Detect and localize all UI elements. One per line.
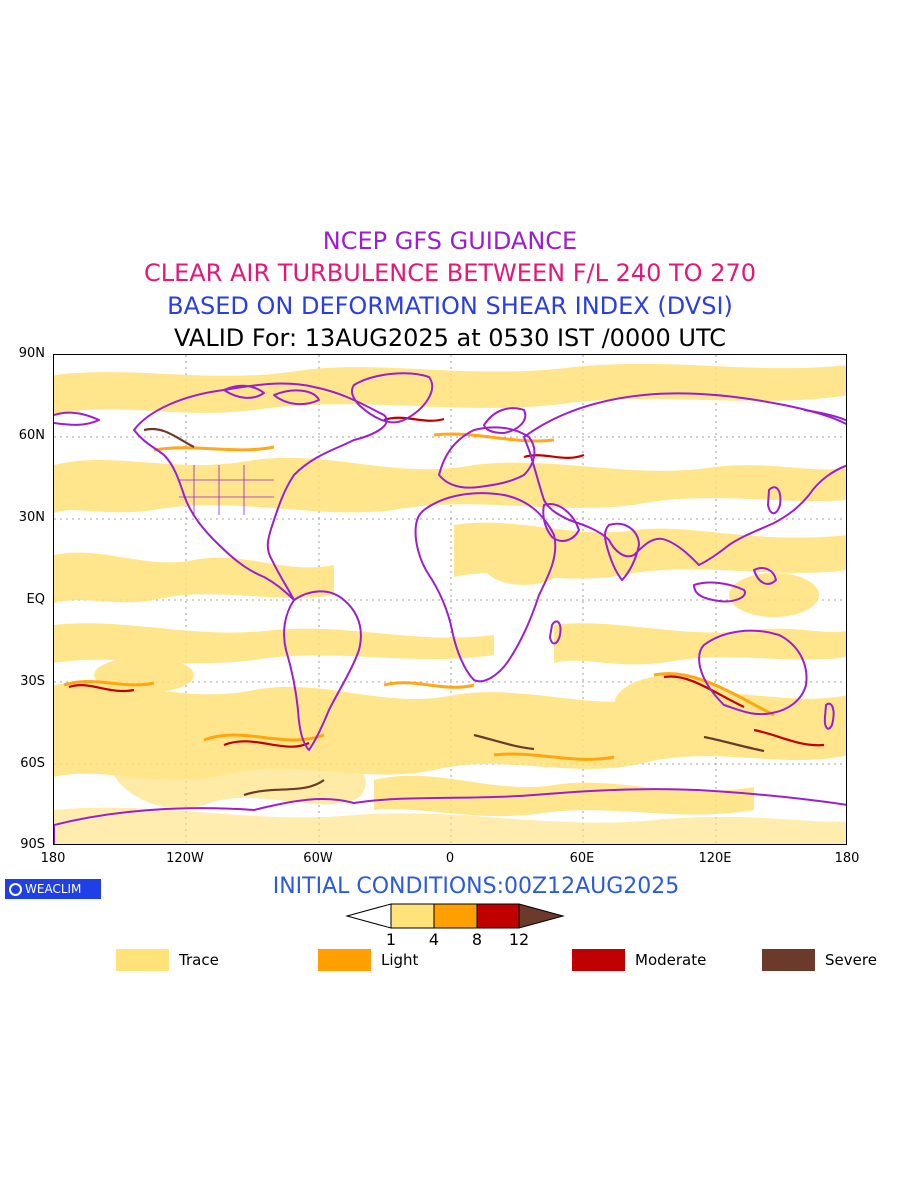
lon-label-180w: 180 <box>40 851 66 866</box>
coastlines <box>54 372 846 844</box>
lat-label-30s: 30S <box>20 674 45 689</box>
logo-text: WEACLIM <box>25 882 82 896</box>
colorbar-under-triangle <box>345 903 392 929</box>
legend-label-severe: Severe <box>825 951 877 969</box>
legend-label-moderate: Moderate <box>635 951 707 969</box>
legend-severe: Severe <box>762 949 877 971</box>
legend-swatch-trace <box>116 949 169 971</box>
light-turbulence-areas <box>63 432 775 761</box>
lon-label-60e: 60E <box>569 851 595 866</box>
lat-label-eq: EQ <box>26 592 45 607</box>
colorbar-tick-12: 12 <box>508 930 530 949</box>
legend-light: Light <box>318 949 418 971</box>
lat-label-90n: 90N <box>18 346 45 361</box>
colorbar-bin-3 <box>476 903 520 929</box>
map-canvas <box>54 355 846 844</box>
title-line-1: NCEP GFS GUIDANCE <box>322 227 578 255</box>
lat-label-30n: 30N <box>18 510 45 525</box>
turbulence-map <box>53 354 847 845</box>
lat-label-60n: 60N <box>18 428 45 443</box>
colorbar-tick-4: 4 <box>428 930 440 949</box>
moderate-turbulence-areas <box>68 416 825 748</box>
us-state-borders <box>179 465 274 515</box>
legend-moderate: Moderate <box>572 949 706 971</box>
lon-label-0: 0 <box>445 851 455 866</box>
legend-swatch-severe <box>762 949 815 971</box>
colorbar-over-triangle <box>518 903 565 929</box>
title-line-4: VALID For: 13AUG2025 at 0530 IST /0000 U… <box>174 324 726 352</box>
title-line-2: CLEAR AIR TURBULENCE BETWEEN F/L 240 TO … <box>143 259 757 287</box>
colorbar-tick-1: 1 <box>385 930 397 949</box>
colorbar-bin-1 <box>390 903 435 929</box>
legend-trace: Trace <box>116 949 219 971</box>
lon-label-180e: 180 <box>834 851 860 866</box>
colorbar-tick-8: 8 <box>471 930 483 949</box>
logo-circle-icon <box>9 882 22 896</box>
legend-label-light: Light <box>381 951 419 969</box>
legend-swatch-moderate <box>572 949 625 971</box>
weaclim-logo: WEACLIM <box>5 879 101 899</box>
lat-label-60s: 60S <box>20 756 45 771</box>
severe-turbulence-areas <box>143 427 765 797</box>
legend-label-trace: Trace <box>179 951 219 969</box>
lat-label-90s: 90S <box>20 837 45 852</box>
colorbar <box>345 903 565 929</box>
lon-label-60w: 60W <box>303 851 333 866</box>
legend-swatch-light <box>318 949 371 971</box>
title-line-3: BASED ON DEFORMATION SHEAR INDEX (DVSI) <box>167 292 733 320</box>
lon-label-120e: 120E <box>698 851 732 866</box>
initial-conditions: INITIAL CONDITIONS:00Z12AUG2025 <box>272 874 680 899</box>
lon-label-120w: 120W <box>166 851 204 866</box>
colorbar-bin-2 <box>433 903 478 929</box>
